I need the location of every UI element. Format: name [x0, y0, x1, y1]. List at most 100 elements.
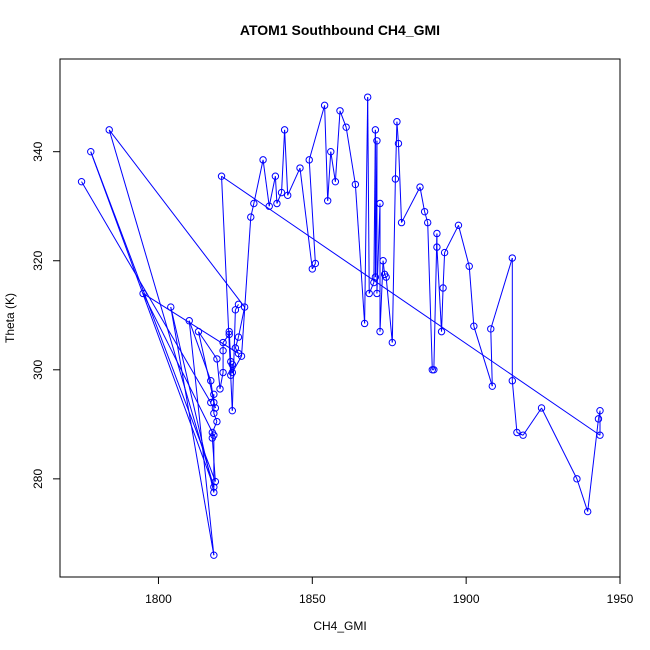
x-tick-label: 1800 — [145, 592, 172, 606]
series-segment — [436, 247, 443, 332]
series-segment — [379, 260, 384, 332]
data-point — [228, 360, 237, 369]
data-point — [273, 199, 281, 208]
data-point — [167, 303, 175, 311]
series-lines — [81, 97, 601, 556]
data-point — [228, 406, 237, 415]
data-point — [373, 289, 381, 298]
series-segment — [327, 151, 332, 201]
data-point — [376, 327, 384, 336]
data-point — [440, 248, 449, 257]
series-segment — [345, 127, 356, 185]
series-segment — [427, 222, 433, 370]
data-point — [519, 431, 527, 439]
series-segment — [330, 151, 336, 182]
x-axis: 1800 1850 1900 1950 — [145, 576, 634, 606]
data-point — [537, 404, 546, 412]
data-point — [596, 431, 604, 439]
data-point — [210, 398, 218, 407]
data-point — [225, 327, 233, 336]
y-tick-label: 280 — [31, 469, 45, 489]
series-segment — [385, 277, 393, 343]
data-point — [185, 317, 193, 325]
data-point — [308, 265, 317, 273]
series-segment — [276, 192, 282, 204]
data-point — [259, 156, 267, 164]
data-point — [433, 229, 441, 238]
data-point — [296, 164, 304, 172]
series-segment — [473, 326, 493, 387]
series-segment — [394, 121, 398, 179]
series-segment — [308, 159, 316, 264]
data-point — [207, 377, 215, 385]
series-segment — [197, 331, 216, 409]
series-segment — [216, 358, 221, 389]
data-point — [583, 507, 592, 516]
data-point — [219, 338, 227, 347]
data-point — [371, 126, 380, 134]
data-point — [327, 147, 335, 156]
data-point — [219, 368, 227, 377]
x-tick-label: 1950 — [607, 592, 634, 606]
series-segment — [541, 407, 578, 480]
series-segment — [339, 110, 347, 128]
data-point — [283, 191, 292, 200]
y-tick-label: 340 — [31, 141, 45, 161]
series-segment — [308, 105, 326, 161]
series-segment — [228, 331, 232, 362]
series-segment — [511, 380, 518, 433]
series-segment — [108, 129, 215, 488]
data-point — [280, 126, 289, 134]
data-point — [437, 327, 446, 336]
series-segment — [364, 97, 369, 324]
data-point — [360, 319, 369, 328]
data-point — [250, 199, 258, 208]
series-segment — [354, 184, 366, 324]
series-segment — [268, 176, 276, 207]
data-point — [240, 303, 249, 311]
series-segment — [221, 175, 601, 436]
series-segment — [442, 252, 446, 289]
data-point — [237, 352, 246, 360]
data-point — [217, 172, 226, 180]
series-segment — [281, 129, 286, 193]
data-point — [211, 404, 220, 412]
series-segment — [457, 225, 470, 267]
data-point — [342, 123, 350, 131]
data-point — [373, 137, 381, 145]
data-point — [508, 254, 517, 262]
data-point — [416, 183, 424, 191]
series-segment — [382, 260, 386, 275]
data-point — [247, 213, 255, 221]
data-point — [596, 406, 604, 415]
x-axis-label: CH4_GMI — [313, 619, 366, 633]
series-segment — [234, 336, 239, 349]
series-segment — [274, 176, 278, 204]
series-segment — [287, 167, 301, 196]
data-point — [225, 330, 233, 339]
series-segment — [250, 203, 255, 218]
chart-title: ATOM1 Southbound CH4_GMI — [240, 22, 440, 38]
data-point — [77, 177, 86, 186]
data-point — [216, 385, 224, 393]
data-point — [430, 366, 438, 374]
series-points — [77, 93, 604, 559]
data-point — [210, 390, 218, 399]
data-point — [213, 355, 221, 363]
data-point — [210, 483, 218, 491]
data-point — [488, 382, 497, 390]
data-point — [207, 398, 215, 407]
series-segment — [90, 151, 216, 482]
data-point — [363, 93, 372, 101]
data-point — [388, 338, 397, 347]
data-point — [228, 368, 237, 377]
series-segment — [391, 178, 396, 343]
series-segment — [468, 266, 475, 327]
data-point — [433, 243, 441, 251]
series-segment — [384, 274, 387, 278]
series-segment — [222, 334, 230, 343]
series-segment — [198, 331, 218, 360]
data-point — [370, 278, 378, 287]
data-point — [210, 409, 218, 418]
